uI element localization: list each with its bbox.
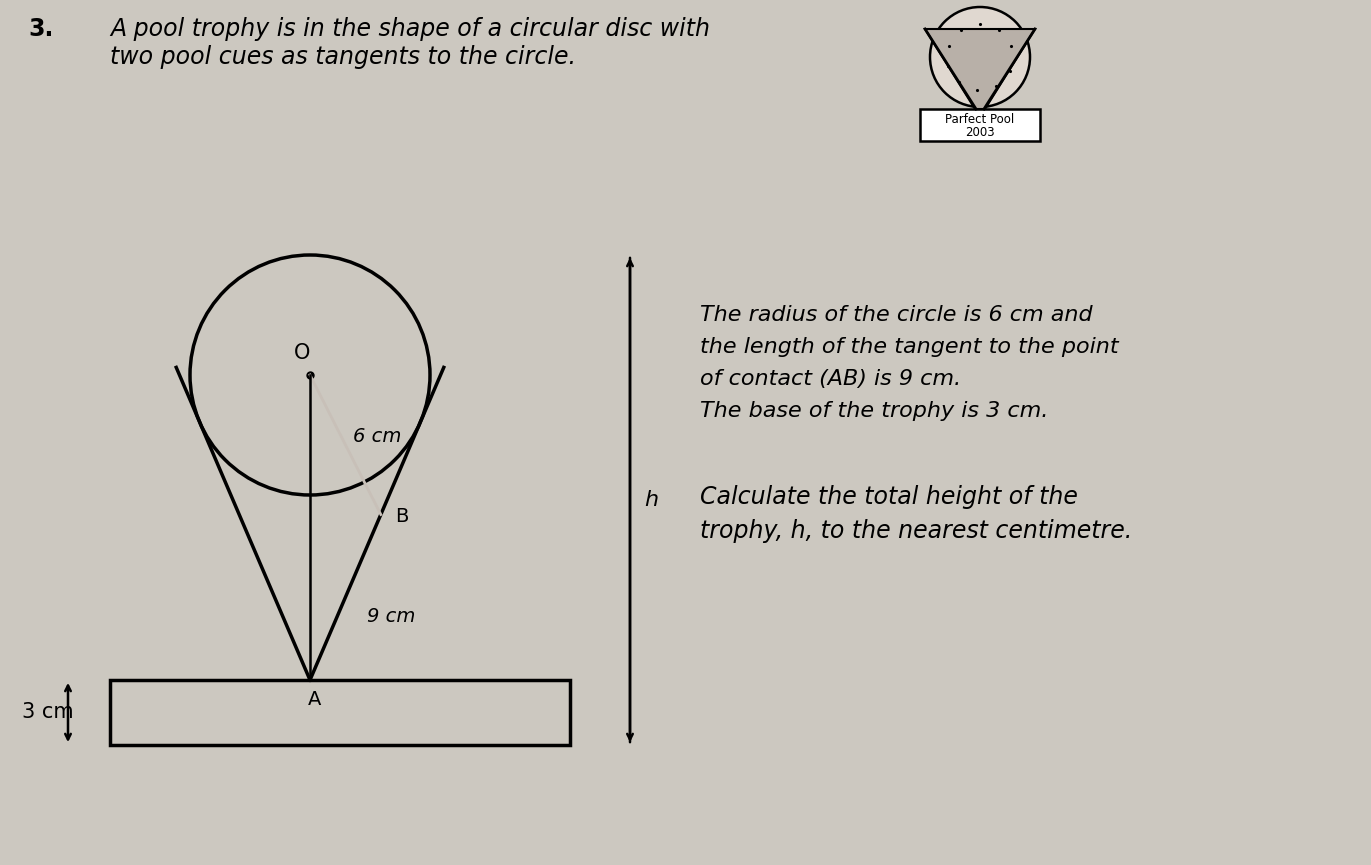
Text: two pool cues as tangents to the circle.: two pool cues as tangents to the circle. [110, 45, 576, 69]
Text: B: B [395, 507, 409, 526]
Text: The base of the trophy is 3 cm.: The base of the trophy is 3 cm. [701, 401, 1049, 421]
Text: 6 cm: 6 cm [354, 427, 402, 446]
Circle shape [930, 7, 1030, 107]
Text: the length of the tangent to the point: the length of the tangent to the point [701, 337, 1119, 357]
Text: of contact (AB) is 9 cm.: of contact (AB) is 9 cm. [701, 369, 961, 389]
Text: A: A [308, 690, 322, 709]
Text: Parfect Pool: Parfect Pool [946, 112, 1015, 125]
Bar [920, 109, 1041, 141]
Text: trophy, h, to the nearest centimetre.: trophy, h, to the nearest centimetre. [701, 519, 1132, 543]
Text: 9 cm: 9 cm [367, 607, 415, 626]
Bar [110, 680, 570, 745]
Text: O: O [293, 343, 310, 363]
Text: 2003: 2003 [965, 125, 995, 138]
Text: 3.: 3. [27, 17, 53, 41]
Text: 3 cm: 3 cm [22, 702, 74, 722]
Text: Calculate the total height of the: Calculate the total height of the [701, 485, 1078, 509]
Circle shape [964, 41, 995, 73]
Text: h: h [644, 490, 658, 510]
Polygon shape [925, 29, 1035, 109]
Text: The radius of the circle is 6 cm and: The radius of the circle is 6 cm and [701, 305, 1093, 325]
Text: A pool trophy is in the shape of a circular disc with: A pool trophy is in the shape of a circu… [110, 17, 710, 41]
